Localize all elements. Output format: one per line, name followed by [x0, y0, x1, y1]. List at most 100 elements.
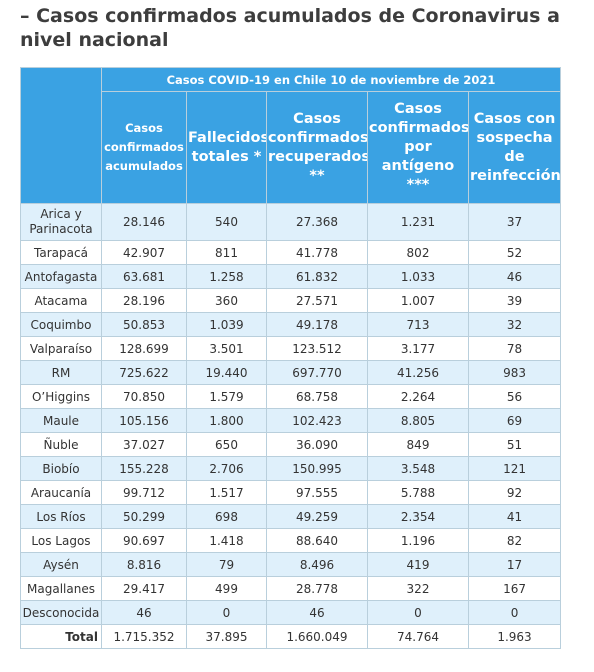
value-cell: 1.231: [367, 203, 469, 241]
table-row: RM 725.622 19.440 697.770 41.256 983: [20, 360, 562, 385]
value-cell: 102.423: [266, 408, 368, 433]
value-cell: 360: [186, 288, 267, 313]
column-header: Casos confirmados recuperados **: [266, 91, 368, 204]
value-cell: 802: [367, 240, 469, 265]
value-cell: 1.579: [186, 384, 267, 409]
value-cell: 19.440: [186, 360, 267, 385]
value-cell: 99.712: [101, 480, 187, 505]
value-cell: 1.033: [367, 264, 469, 289]
value-cell: 121: [467, 456, 562, 481]
region-cell: Magallanes: [20, 576, 102, 601]
region-cell: Desconocida: [20, 600, 102, 625]
value-cell: 90.697: [101, 528, 187, 553]
value-cell: 41.256: [367, 360, 469, 385]
value-cell: 322: [367, 576, 469, 601]
value-cell: 0: [186, 600, 267, 625]
value-cell: 811: [186, 240, 267, 265]
value-cell: 3.501: [186, 336, 267, 361]
value-cell: 46: [467, 264, 562, 289]
value-cell: 32: [467, 312, 562, 337]
value-cell: 70.850: [101, 384, 187, 409]
value-cell: 1.039: [186, 312, 267, 337]
value-cell: 1.007: [367, 288, 469, 313]
total-cell: 74.764: [367, 624, 469, 649]
value-cell: 499: [186, 576, 267, 601]
table-row: O’Higgins 70.850 1.579 68.758 2.264 56: [20, 384, 562, 409]
region-cell: RM: [20, 360, 102, 385]
value-cell: 128.699: [101, 336, 187, 361]
value-cell: 2.264: [367, 384, 469, 409]
table-row: Arica y Parinacota 28.146 540 27.368 1.231 37: [20, 203, 562, 241]
value-cell: 1.258: [186, 264, 267, 289]
value-cell: 41.778: [266, 240, 368, 265]
value-cell: 713: [367, 312, 469, 337]
region-cell: Tarapacá: [20, 240, 102, 265]
title: – Casos confirmados acumulados de Corona…: [20, 5, 560, 51]
value-cell: 650: [186, 432, 267, 457]
region-cell: Ñuble: [20, 432, 102, 457]
value-cell: 17: [467, 552, 562, 577]
value-cell: 97.555: [266, 480, 368, 505]
region-cell: O’Higgins: [20, 384, 102, 409]
value-cell: 2.706: [186, 456, 267, 481]
value-cell: 49.259: [266, 504, 368, 529]
value-cell: 61.832: [266, 264, 368, 289]
value-cell: 540: [186, 203, 267, 241]
table-row: Desconocida 46 0 46 0 0: [20, 600, 562, 625]
value-cell: 79: [186, 552, 267, 577]
total-row: Total 1.715.352 37.895 1.660.049 74.764 1.963: [20, 624, 562, 649]
value-cell: 41: [467, 504, 562, 529]
region-cell: Coquimbo: [20, 312, 102, 337]
value-cell: 5.788: [367, 480, 469, 505]
table-row: Los Lagos 90.697 1.418 88.640 1.196 82: [20, 528, 562, 553]
column-header: Fallecidos totales *: [186, 91, 267, 204]
value-cell: 8.496: [266, 552, 368, 577]
value-cell: 697.770: [266, 360, 368, 385]
value-cell: 28.778: [266, 576, 368, 601]
value-cell: 0: [467, 600, 562, 625]
value-cell: 37: [467, 203, 562, 241]
total-cell: 1.715.352: [101, 624, 187, 649]
table-row: Magallanes 29.417 499 28.778 322 167: [20, 576, 562, 601]
total-cell: 1.660.049: [266, 624, 368, 649]
region-cell: Biobío: [20, 456, 102, 481]
region-cell: Atacama: [20, 288, 102, 313]
value-cell: 27.368: [266, 203, 368, 241]
value-cell: 27.571: [266, 288, 368, 313]
value-cell: 88.640: [266, 528, 368, 553]
table-row: Coquimbo 50.853 1.039 49.178 713 32: [20, 312, 562, 337]
value-cell: 50.853: [101, 312, 187, 337]
region-cell: Los Lagos: [20, 528, 102, 553]
value-cell: 56: [467, 384, 562, 409]
value-cell: 63.681: [101, 264, 187, 289]
column-header: Casos confirmados por antígeno ***: [367, 91, 469, 204]
region-cell: Araucanía: [20, 480, 102, 505]
table-row: Ñuble 37.027 650 36.090 849 51: [20, 432, 562, 457]
region-cell: Antofagasta: [20, 264, 102, 289]
value-cell: 150.995: [266, 456, 368, 481]
total-cell: 1.963: [467, 624, 562, 649]
region-cell: Aysén: [20, 552, 102, 577]
value-cell: 3.548: [367, 456, 469, 481]
region-cell: Los Ríos: [20, 504, 102, 529]
table-row: Aysén 8.816 79 8.496 419 17: [20, 552, 562, 577]
value-cell: 46: [101, 600, 187, 625]
value-cell: 42.907: [101, 240, 187, 265]
value-cell: 2.354: [367, 504, 469, 529]
value-cell: 39: [467, 288, 562, 313]
table-row: Maule 105.156 1.800 102.423 8.805 69: [20, 408, 562, 433]
value-cell: 52: [467, 240, 562, 265]
value-cell: 123.512: [266, 336, 368, 361]
value-cell: 8.816: [101, 552, 187, 577]
value-cell: 849: [367, 432, 469, 457]
region-cell: Maule: [20, 408, 102, 433]
value-cell: 51: [467, 432, 562, 457]
value-cell: 68.758: [266, 384, 368, 409]
value-cell: 0: [367, 600, 469, 625]
value-cell: 49.178: [266, 312, 368, 337]
table-body: Arica y Parinacota 28.146 540 27.368 1.231 37…: [20, 203, 562, 649]
value-cell: 92: [467, 480, 562, 505]
value-cell: 105.156: [101, 408, 187, 433]
region-cell: Valparaíso: [20, 336, 102, 361]
